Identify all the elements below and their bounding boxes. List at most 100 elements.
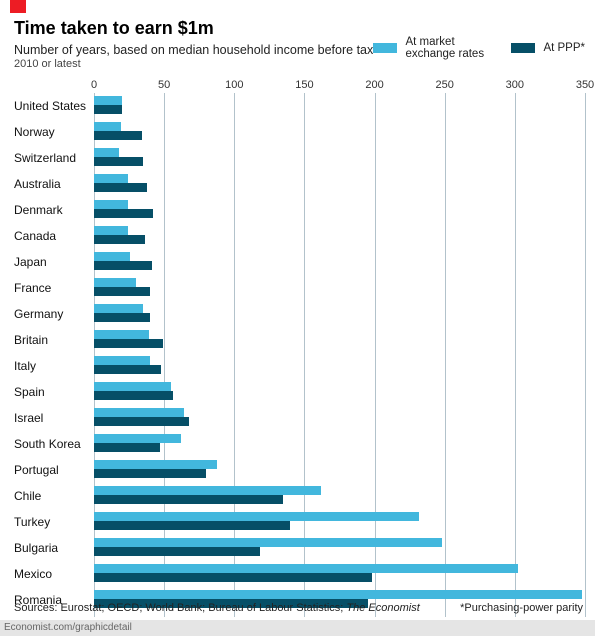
country-label: South Korea bbox=[14, 431, 94, 457]
bar-ppp bbox=[94, 287, 150, 296]
country-row bbox=[94, 405, 585, 431]
country-label: Israel bbox=[14, 405, 94, 431]
bar-market bbox=[94, 434, 181, 443]
bar-ppp bbox=[94, 365, 161, 374]
x-tick-label: 300 bbox=[506, 79, 524, 91]
country-row bbox=[94, 145, 585, 171]
country-row bbox=[94, 561, 585, 587]
country-row bbox=[94, 197, 585, 223]
sources-text: Sources: Eurostat; OECD; World Bank; Bur… bbox=[14, 602, 346, 614]
bar-market bbox=[94, 330, 149, 339]
country-label: Germany bbox=[14, 301, 94, 327]
country-label: Turkey bbox=[14, 509, 94, 535]
bar-ppp bbox=[94, 469, 206, 478]
x-tick-label: 200 bbox=[365, 79, 383, 91]
bar-market bbox=[94, 486, 321, 495]
bar-market bbox=[94, 564, 518, 573]
country-row bbox=[94, 301, 585, 327]
bar-market bbox=[94, 252, 130, 261]
sources-italic: The Economist bbox=[346, 602, 419, 614]
x-axis: 050100150200250300350 bbox=[94, 79, 585, 93]
chart-container: Time taken to earn $1m Number of years, … bbox=[0, 0, 595, 636]
country-label: Switzerland bbox=[14, 145, 94, 171]
bar-market bbox=[94, 538, 442, 547]
country-label: Britain bbox=[14, 327, 94, 353]
plot-column: 050100150200250300350 bbox=[94, 79, 585, 617]
bar-market bbox=[94, 356, 150, 365]
bar-market bbox=[94, 174, 128, 183]
bar-market bbox=[94, 382, 171, 391]
legend-label-market: At market exchange rates bbox=[405, 36, 503, 60]
bar-ppp bbox=[94, 547, 260, 556]
country-label: Bulgaria bbox=[14, 535, 94, 561]
bar-ppp bbox=[94, 157, 143, 166]
country-label: Japan bbox=[14, 249, 94, 275]
bar-market bbox=[94, 96, 122, 105]
footer-text: Economist.com/graphicdetail bbox=[4, 622, 132, 633]
bar-market bbox=[94, 278, 136, 287]
gridline bbox=[585, 93, 586, 617]
x-tick-label: 150 bbox=[295, 79, 313, 91]
bar-ppp bbox=[94, 131, 142, 140]
country-label: Canada bbox=[14, 223, 94, 249]
bar-market bbox=[94, 226, 128, 235]
country-label: United States bbox=[14, 93, 94, 119]
bar-market bbox=[94, 200, 128, 209]
bar-ppp bbox=[94, 443, 160, 452]
bar-ppp bbox=[94, 261, 152, 270]
bar-ppp bbox=[94, 209, 153, 218]
x-tick-label: 50 bbox=[158, 79, 170, 91]
country-row bbox=[94, 93, 585, 119]
ppp-footnote: *Purchasing-power parity bbox=[460, 602, 583, 614]
bar-market bbox=[94, 148, 119, 157]
country-row bbox=[94, 249, 585, 275]
country-row bbox=[94, 327, 585, 353]
country-label: France bbox=[14, 275, 94, 301]
bar-ppp bbox=[94, 105, 122, 114]
country-labels-column: United StatesNorwaySwitzerlandAustraliaD… bbox=[14, 79, 94, 617]
bar-ppp bbox=[94, 417, 189, 426]
country-row bbox=[94, 457, 585, 483]
bar-ppp bbox=[94, 313, 150, 322]
bar-market bbox=[94, 512, 419, 521]
bar-ppp bbox=[94, 183, 147, 192]
bar-ppp bbox=[94, 521, 290, 530]
country-row bbox=[94, 119, 585, 145]
bar-ppp bbox=[94, 339, 163, 348]
bar-market bbox=[94, 122, 121, 131]
chart-plot: United StatesNorwaySwitzerlandAustraliaD… bbox=[14, 79, 585, 617]
sources-line: Sources: Eurostat; OECD; World Bank; Bur… bbox=[14, 602, 420, 614]
country-row bbox=[94, 431, 585, 457]
footer-bar: Economist.com/graphicdetail bbox=[0, 620, 595, 636]
bar-ppp bbox=[94, 235, 145, 244]
country-label: Spain bbox=[14, 379, 94, 405]
country-label: Norway bbox=[14, 119, 94, 145]
country-row bbox=[94, 483, 585, 509]
country-row bbox=[94, 223, 585, 249]
bar-ppp bbox=[94, 495, 283, 504]
country-label: Portugal bbox=[14, 457, 94, 483]
bar-ppp bbox=[94, 391, 173, 400]
bar-market bbox=[94, 460, 217, 469]
country-label: Italy bbox=[14, 353, 94, 379]
country-row bbox=[94, 379, 585, 405]
legend-swatch-ppp bbox=[511, 43, 535, 53]
bar-market bbox=[94, 408, 184, 417]
country-row bbox=[94, 275, 585, 301]
bar-ppp bbox=[94, 573, 372, 582]
country-row bbox=[94, 509, 585, 535]
country-label: Mexico bbox=[14, 561, 94, 587]
bar-market bbox=[94, 590, 582, 599]
country-row bbox=[94, 171, 585, 197]
country-row bbox=[94, 535, 585, 561]
country-label: Chile bbox=[14, 483, 94, 509]
chart-content: Time taken to earn $1m Number of years, … bbox=[0, 0, 595, 617]
x-tick-label: 350 bbox=[576, 79, 594, 91]
x-tick-label: 250 bbox=[436, 79, 454, 91]
legend-swatch-market bbox=[373, 43, 397, 53]
bar-market bbox=[94, 304, 143, 313]
legend-label-ppp: At PPP* bbox=[543, 42, 585, 54]
country-row bbox=[94, 353, 585, 379]
x-tick-label: 0 bbox=[91, 79, 97, 91]
legend: At market exchange rates At PPP* bbox=[373, 36, 585, 60]
